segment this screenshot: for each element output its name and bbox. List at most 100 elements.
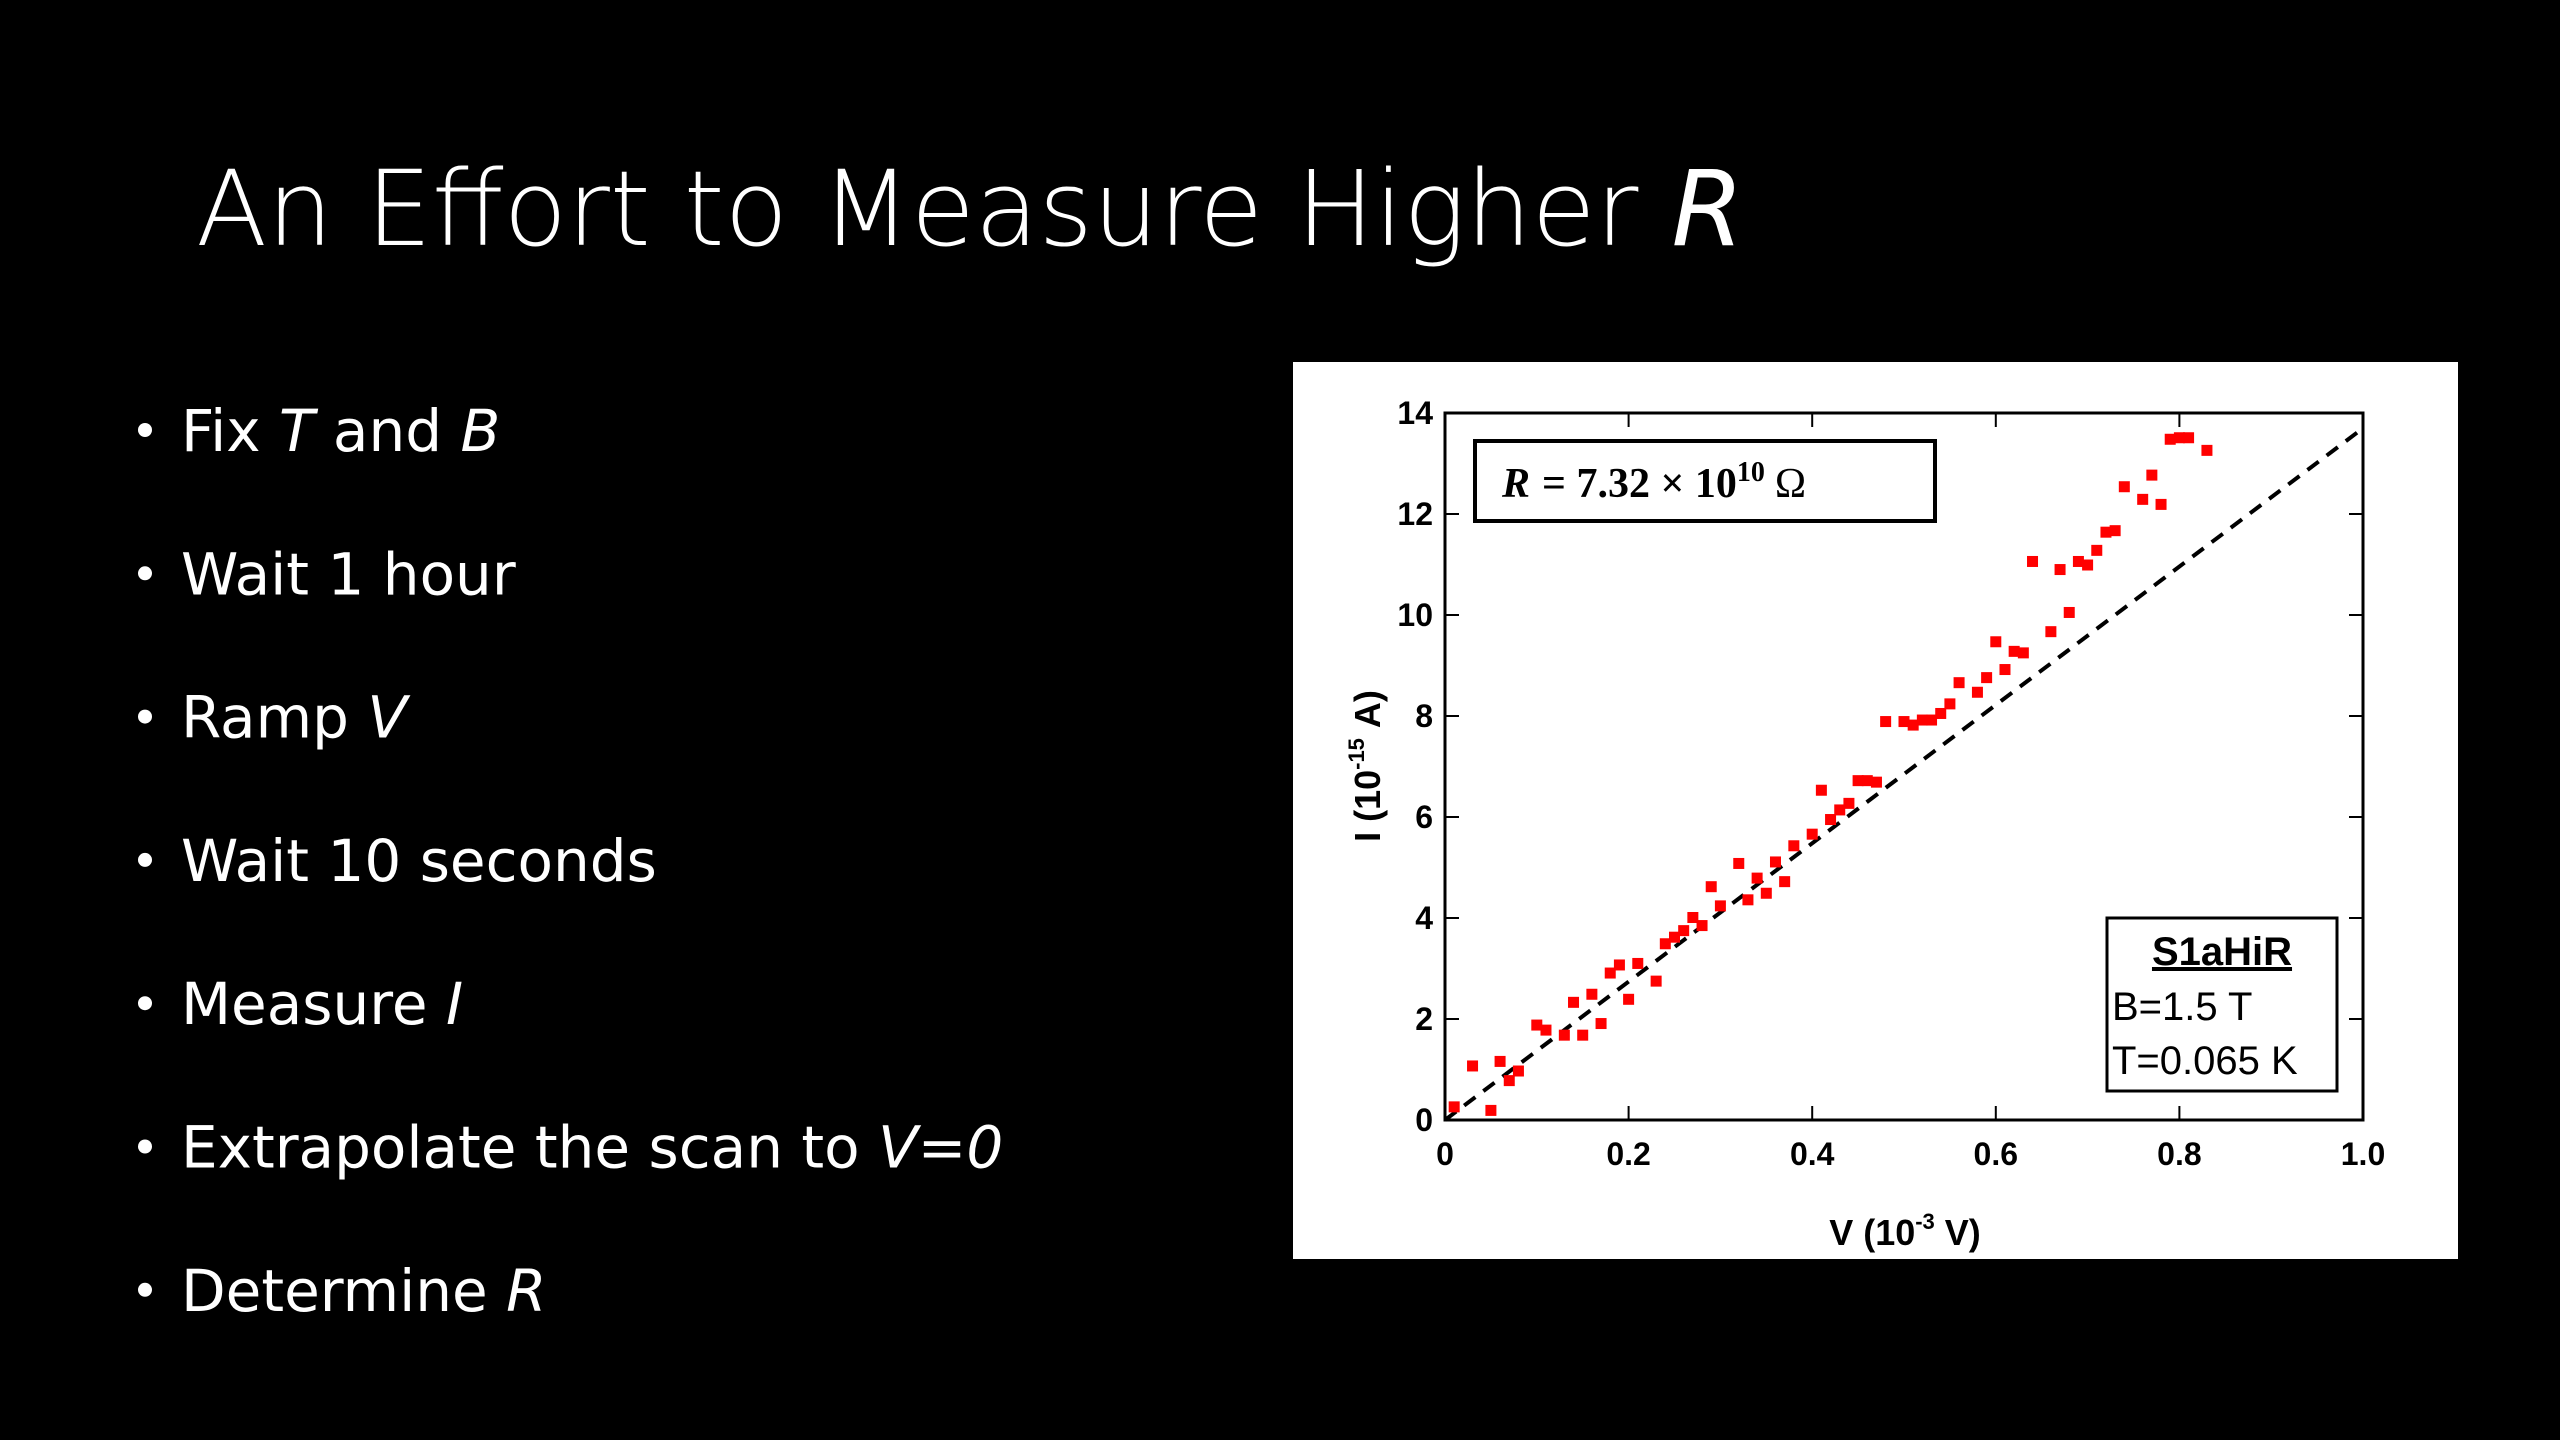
- data-point: [1623, 993, 1635, 1005]
- data-point: [2063, 606, 2075, 618]
- data-point: [2045, 626, 2057, 638]
- label-part: V (10: [1829, 1212, 1915, 1253]
- data-point: [1880, 716, 1892, 728]
- data-point: [2017, 647, 2029, 659]
- data-point: [1926, 714, 1938, 726]
- x-tick-label: 0: [1436, 1136, 1454, 1172]
- text-run: and: [314, 397, 460, 465]
- bullet-dot: [138, 566, 152, 581]
- data-point: [1971, 686, 1983, 698]
- info-line: T=0.065 K: [2112, 1039, 2298, 1083]
- data-point: [1916, 714, 1928, 726]
- bullet-dot: [138, 709, 152, 724]
- bullet-text: Fix T and B: [181, 397, 500, 465]
- text-run: B: [460, 397, 500, 465]
- data-point: [1696, 920, 1708, 932]
- info-title: S1aHiR: [2152, 930, 2292, 974]
- label-exponent: -3: [1915, 1209, 1935, 1234]
- data-point: [1558, 1029, 1570, 1041]
- bullet-dot: [138, 996, 152, 1011]
- data-point: [1613, 959, 1625, 971]
- label-part: A): [1347, 690, 1388, 728]
- text-run: R: [506, 1257, 546, 1325]
- data-point: [1999, 664, 2011, 676]
- data-point: [1806, 828, 1818, 840]
- slide-title: An Effort to Measure Higher R: [196, 148, 1744, 270]
- bullet-text: Wait 10 seconds: [181, 827, 657, 895]
- data-point: [1604, 967, 1616, 979]
- text-run: Measure: [181, 970, 446, 1038]
- data-point: [1944, 698, 1956, 710]
- bullet-text: Determine R: [181, 1257, 546, 1325]
- data-point: [1953, 677, 1965, 689]
- bullet-text: Ramp V: [181, 684, 411, 752]
- label-part: V): [1945, 1212, 1981, 1253]
- data-point: [1494, 1055, 1506, 1067]
- label-part: I (10: [1347, 770, 1388, 842]
- data-point: [1687, 911, 1699, 923]
- data-point: [2091, 544, 2103, 556]
- data-point: [1659, 938, 1671, 950]
- data-point: [1834, 804, 1846, 816]
- data-point: [1467, 1060, 1479, 1072]
- data-point: [1815, 784, 1827, 796]
- data-point: [1788, 840, 1800, 852]
- text-run: Ramp: [181, 684, 367, 752]
- data-point: [1577, 1029, 1589, 1041]
- y-tick-label: 12: [1397, 496, 1433, 532]
- text-run: I: [446, 970, 463, 1038]
- x-tick-label: 0.6: [1974, 1136, 2018, 1172]
- data-point: [2118, 481, 2130, 493]
- data-point: [1760, 887, 1772, 899]
- text-run: Fix: [181, 397, 279, 465]
- data-point: [1669, 931, 1680, 943]
- bullet-dot: [138, 852, 152, 867]
- x-tick-label: 0.2: [1606, 1136, 1650, 1172]
- y-tick-label: 8: [1415, 698, 1433, 734]
- data-point: [2072, 555, 2084, 567]
- info-line: B=1.5 T: [2112, 985, 2252, 1029]
- data-point: [2164, 433, 2176, 445]
- data-point: [2201, 444, 2213, 456]
- data-point: [1769, 856, 1781, 868]
- text-run: R: [1671, 148, 1743, 270]
- data-point: [1540, 1024, 1552, 1036]
- data-point: [2027, 555, 2039, 567]
- data-point: [1990, 636, 2002, 648]
- y-tick-label: 6: [1415, 799, 1433, 835]
- text-run: An Effort to Measure Higher: [196, 148, 1671, 270]
- data-point: [1935, 707, 1947, 719]
- annotation: R = 7.32 × 1010 Ω: [1501, 457, 1806, 507]
- data-point: [1825, 814, 1837, 826]
- data-point: [1632, 957, 1644, 969]
- data-point: [1448, 1101, 1460, 1113]
- annotation-text: = 7.32 × 10: [1542, 461, 1737, 507]
- data-point: [1586, 988, 1598, 1000]
- text-run: V=0: [878, 1114, 1003, 1182]
- data-point: [1852, 775, 1864, 787]
- data-point: [1705, 881, 1717, 893]
- data-point: [1512, 1065, 1524, 1077]
- data-point: [1870, 776, 1882, 788]
- data-point: [2173, 432, 2185, 444]
- info-box: [2105, 916, 2339, 1093]
- data-point: [1861, 775, 1873, 787]
- text-run: V: [367, 684, 411, 752]
- data-point: [1907, 719, 1919, 731]
- text-run: Extrapolate the scan to: [181, 1114, 878, 1182]
- data-point: [1779, 876, 1791, 888]
- data-point: [2146, 469, 2158, 481]
- data-point: [1503, 1075, 1515, 1087]
- data-point: [1742, 894, 1754, 906]
- annotation-box: [1473, 439, 1937, 523]
- bullet-text: Wait 1 hour: [181, 540, 516, 608]
- bullet-dot: [138, 1139, 152, 1154]
- bullet-text: Measure I: [181, 970, 463, 1038]
- data-point: [1595, 1018, 1607, 1030]
- data-point: [1714, 900, 1726, 912]
- plot-frame: [1443, 411, 2365, 1122]
- data-point: [2054, 564, 2066, 576]
- y-tick-label: 0: [1415, 1102, 1433, 1138]
- x-axis-label: V (10-3 V): [1829, 1209, 1981, 1253]
